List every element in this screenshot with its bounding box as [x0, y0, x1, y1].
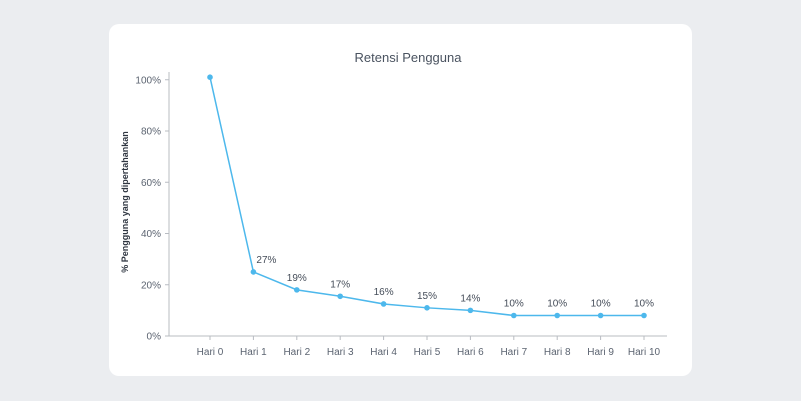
data-point	[380, 301, 387, 307]
x-tick-label: Hari 1	[240, 347, 267, 358]
data-point	[597, 312, 604, 319]
x-tick-label: Hari 2	[283, 347, 310, 358]
data-points	[207, 74, 647, 319]
y-tick-label: 20%	[141, 280, 161, 291]
y-tick-label: 0%	[147, 332, 162, 343]
y-tick-label: 100%	[135, 75, 161, 86]
x-tick-label: Hari 9	[587, 347, 614, 358]
data-point	[207, 74, 213, 80]
data-point	[250, 269, 257, 275]
x-tick-label: Hari 7	[500, 347, 527, 358]
data-label: 19%	[287, 273, 307, 284]
x-tick-label: Hari 6	[457, 347, 484, 358]
x-tick-label: Hari 3	[327, 347, 354, 358]
data-point	[294, 287, 300, 293]
data-point	[337, 293, 344, 300]
data-label: 10%	[634, 299, 654, 310]
chart-title: Retensi Pengguna	[355, 50, 463, 65]
x-tick-label: Hari 4	[370, 347, 397, 358]
data-label: 16%	[374, 287, 394, 298]
data-point	[554, 312, 560, 319]
data-point	[467, 307, 474, 314]
x-tick-label: Hari 8	[544, 347, 571, 358]
data-point	[641, 312, 647, 319]
chart-card	[109, 24, 692, 376]
data-label: 27%	[256, 255, 276, 266]
data-point	[424, 305, 430, 311]
data-point	[511, 312, 517, 319]
y-axis-label: % Pengguna yang dipertahankan	[120, 131, 130, 273]
data-labels: 27% 19% 17% 16% 15% 14% 10% 10% 10% 10%	[256, 255, 654, 310]
data-label: 17%	[330, 279, 350, 290]
series-line	[209, 77, 644, 317]
data-label: 10%	[591, 299, 611, 310]
data-label: 10%	[504, 299, 524, 310]
x-tick-label: Hari 5	[414, 347, 441, 358]
data-label: 10%	[547, 299, 567, 310]
x-axis-ticks: Hari 0 Hari 1 Hari 2 Hari 3 Hari 4 Hari 5 Hari…	[197, 336, 661, 358]
y-tick-label: 80%	[141, 127, 161, 138]
data-label: 15%	[417, 291, 437, 302]
y-tick-label: 60%	[141, 178, 161, 189]
data-label: 14%	[460, 293, 480, 304]
x-tick-label: Hari 0	[197, 347, 224, 358]
y-tick-label: 40%	[141, 229, 161, 240]
y-axis-ticks: 0% 20% 40% 60% 80% 100%	[135, 75, 169, 343]
x-tick-label: Hari 10	[628, 347, 661, 358]
